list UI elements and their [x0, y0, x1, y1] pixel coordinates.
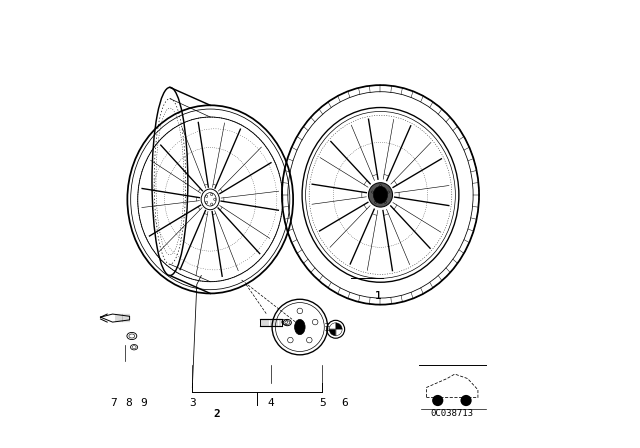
Text: 6: 6 — [341, 398, 348, 408]
Text: 1: 1 — [375, 291, 381, 301]
Text: 3: 3 — [189, 398, 196, 408]
Wedge shape — [329, 329, 336, 336]
Text: 7: 7 — [111, 398, 117, 408]
Circle shape — [432, 395, 444, 406]
Text: 0C038713: 0C038713 — [431, 409, 474, 418]
Text: 2: 2 — [214, 409, 220, 419]
Text: 8: 8 — [125, 398, 132, 408]
Ellipse shape — [369, 183, 392, 207]
Circle shape — [460, 395, 472, 406]
Text: 9: 9 — [140, 398, 147, 408]
Text: 5: 5 — [319, 398, 326, 408]
Ellipse shape — [294, 319, 305, 335]
Text: 4: 4 — [268, 398, 274, 408]
Text: 1: 1 — [375, 291, 381, 301]
Wedge shape — [336, 323, 342, 329]
Ellipse shape — [373, 186, 388, 203]
